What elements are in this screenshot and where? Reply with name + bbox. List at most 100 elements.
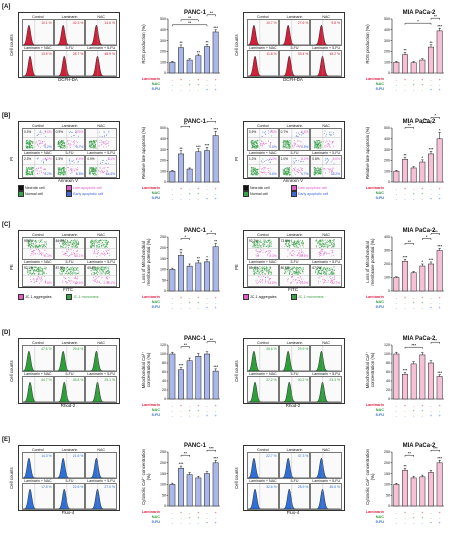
scatter-dot [57, 173, 59, 175]
significance-mark: ** [403, 463, 407, 468]
scatter-dot [93, 240, 95, 242]
scatter-dot [270, 251, 272, 252]
scatter-dot [98, 246, 100, 248]
scatter-dot [27, 173, 29, 175]
scatter-dot [34, 273, 36, 275]
scatter-dot [30, 146, 32, 148]
scatter-dot [105, 246, 107, 248]
scatter-dot [302, 282, 304, 284]
scatter-dot [261, 141, 263, 142]
histogram-curve [279, 350, 310, 371]
treatment-label: Laminarin [365, 186, 384, 190]
y-tick-label: 200 [384, 50, 390, 54]
scatter-dot [69, 161, 70, 163]
scatter-dot [301, 250, 302, 252]
scatter-dot [334, 266, 335, 268]
scatter-dot [58, 170, 59, 172]
scatter-dot [287, 255, 288, 257]
scatter-dot [58, 174, 60, 176]
scatter-dot [323, 282, 325, 284]
scatter-dot [89, 142, 90, 144]
histogram-plot [311, 377, 341, 402]
scatter-dot [255, 173, 256, 175]
scatter-dot [332, 240, 333, 242]
scatter-dot [75, 241, 77, 243]
scatter-dot [65, 239, 66, 241]
scatter-dot [69, 242, 71, 244]
scatter-dot [60, 144, 62, 146]
cell-label: Laminarin + NAC [249, 151, 277, 155]
cell-label: NAC [97, 124, 105, 128]
significance-mark: * [422, 259, 424, 264]
scatter-dot [265, 268, 267, 270]
bar [212, 370, 219, 400]
scatter-dot [264, 167, 265, 169]
row-letter: [B] [2, 113, 11, 119]
scatter-dot [320, 143, 321, 145]
cell-plot: 85.1% 14.8% [248, 265, 278, 286]
bar [204, 261, 210, 292]
scatter-dot [39, 253, 41, 254]
scatter-dot [268, 250, 270, 252]
treatment-sign: + [429, 304, 433, 310]
panel-y-label: PE [234, 264, 239, 270]
scatter-dot [32, 279, 34, 281]
scatter-dot [288, 140, 289, 142]
scatter-dot [325, 242, 326, 244]
scatter-dot [65, 268, 67, 270]
scatter-dot [265, 173, 267, 175]
scatter-dot [302, 255, 303, 257]
scatter-dot [269, 245, 271, 247]
significance-mark: *** [213, 364, 218, 369]
scatter-dot [263, 268, 265, 270]
scatter-dot [292, 145, 293, 147]
y-tick-label: 200 [160, 159, 166, 163]
scatter-dot [293, 158, 295, 160]
flow-cell: Control 0.9% 1.5% 0.6% [247, 124, 279, 151]
scatter-dot [320, 168, 321, 170]
scatter-dot [269, 162, 271, 164]
scatter-dot [256, 172, 258, 174]
bar [410, 477, 417, 507]
scatter-dot [33, 243, 35, 245]
scatter-dot [256, 279, 258, 281]
y-tick-label: 100 [384, 276, 390, 280]
scatter-dot [32, 170, 34, 172]
scatter-dot [255, 169, 256, 171]
scatter-dot [331, 278, 333, 280]
scatter-dot [107, 246, 109, 248]
scatter-dot [62, 174, 64, 176]
bracket-label: ** [210, 10, 214, 15]
scatter-dot [268, 140, 269, 141]
treatment-sign: - [180, 81, 182, 87]
cell-plot: 17.5 % [23, 484, 53, 509]
chart-y-label: Mitochondrial Ca²⁺ concentration (%) [141, 351, 151, 389]
scatter-dot [292, 249, 294, 251]
scatter-dot [69, 163, 71, 165]
scatter-dot [103, 269, 105, 271]
scatter-dot [258, 239, 259, 241]
scatter-dot [297, 169, 299, 171]
scatter-dot [71, 244, 72, 246]
scatter-dot [91, 243, 93, 245]
scatter-dot [70, 144, 72, 146]
scatter-dot [45, 136, 46, 137]
scatter-dot [34, 266, 36, 268]
panel-x-label: Annexin V [282, 178, 303, 183]
cell-plot: 22.6 % [54, 484, 85, 509]
legend-swatch [243, 191, 249, 197]
scatter-dot [104, 243, 106, 245]
scatter-dot [37, 276, 39, 278]
scatter-dot [72, 252, 74, 254]
scatter-dot [32, 246, 34, 248]
cell-plot: 0.8% 6.0% 15.2% [311, 156, 341, 177]
scatter-dot [62, 241, 63, 243]
cell-label: Laminarin + NAC [24, 372, 52, 376]
y-tick-label: 50 [162, 493, 166, 497]
scatter-dot [26, 172, 28, 174]
scatter-dot [258, 281, 260, 283]
scatter-dot [108, 273, 109, 275]
cell-label: Laminarin [286, 124, 303, 128]
scatter-dot [29, 168, 31, 170]
